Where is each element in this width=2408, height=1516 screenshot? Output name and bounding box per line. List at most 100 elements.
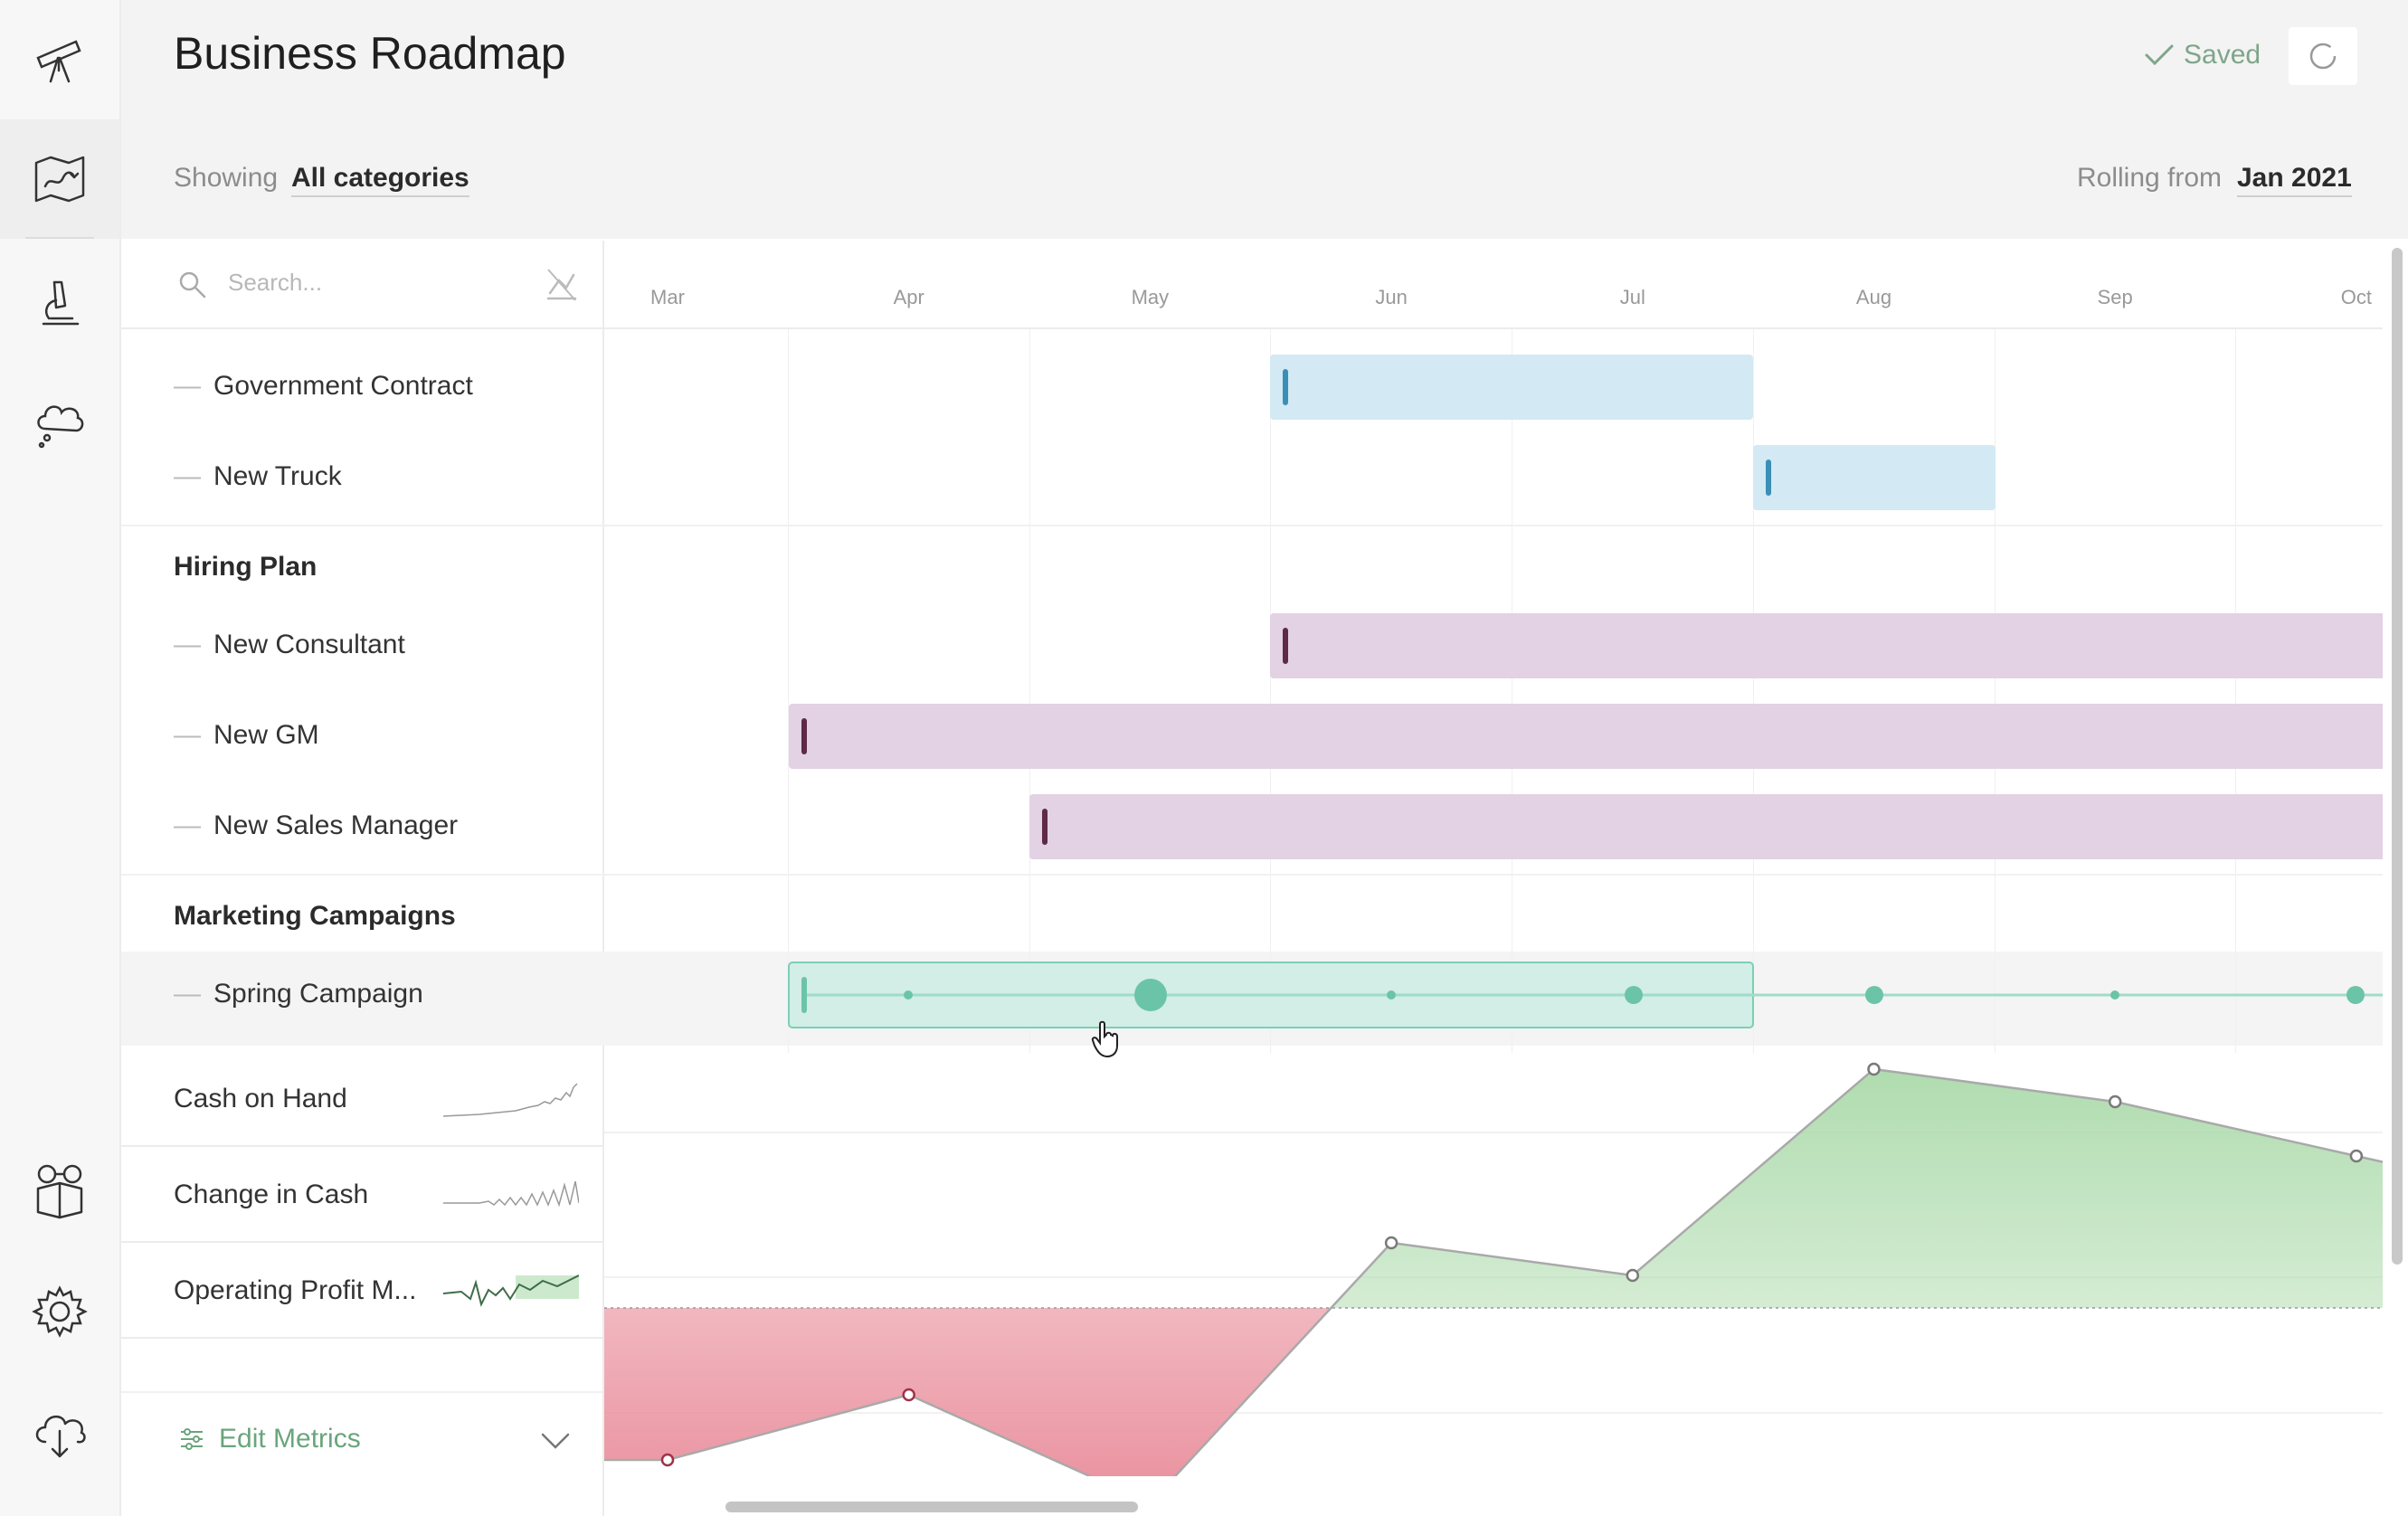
campaign-point[interactable]	[1625, 986, 1643, 1004]
month-label: Oct	[2340, 286, 2373, 308]
bar-handle[interactable]	[1283, 369, 1288, 405]
page-title: Business Roadmap	[174, 28, 566, 79]
data-point[interactable]	[1384, 1236, 1398, 1250]
metric-label: Operating Profit M...	[174, 1275, 417, 1305]
roadmap-map-icon[interactable]	[0, 119, 119, 239]
cloud-download-icon[interactable]	[0, 1373, 119, 1492]
dash-icon: —	[174, 371, 201, 401]
list-item[interactable]: — New Sales Manager	[174, 810, 458, 841]
timeline-bar-new-consultant[interactable]	[1270, 613, 2383, 678]
bar-handle[interactable]	[1042, 809, 1048, 845]
spring-campaign-track	[788, 962, 2383, 1028]
positive-area	[604, 1069, 2383, 1308]
month-label: Apr	[893, 286, 924, 308]
search-input[interactable]	[226, 268, 528, 298]
category-filter-dropdown[interactable]: All categories	[291, 163, 469, 197]
month-label: Sep	[2097, 286, 2133, 308]
search-icon	[179, 271, 206, 298]
month-label: Jun	[1375, 286, 1408, 308]
month-gridline	[1994, 329, 1996, 1053]
campaign-point[interactable]	[904, 990, 913, 1000]
bar-handle[interactable]	[801, 977, 807, 1013]
metric-row[interactable]: Operating Profit M...	[121, 1243, 602, 1339]
data-point[interactable]	[1626, 1268, 1640, 1283]
edit-metrics-button[interactable]: Edit Metrics	[177, 1424, 361, 1454]
metric-label: Cash on Hand	[174, 1084, 347, 1113]
campaign-point[interactable]	[1865, 986, 1883, 1004]
telescope-icon[interactable]	[0, 0, 119, 119]
list-item[interactable]: — New Consultant	[174, 630, 405, 660]
rail-divider	[25, 237, 94, 239]
list-item[interactable]: — New GM	[174, 720, 319, 751]
dash-icon: —	[174, 979, 201, 1009]
list-item[interactable]: — New Truck	[174, 461, 342, 492]
timeline-bar-government-contract[interactable]	[1270, 355, 1753, 420]
row-label: Government Contract	[213, 371, 473, 401]
filter-clear-icon[interactable]	[545, 266, 579, 302]
month-label: Aug	[1855, 286, 1892, 308]
chart-series-layer	[604, 1062, 2383, 1476]
dash-icon: —	[174, 461, 201, 491]
bar-handle[interactable]	[1766, 460, 1771, 496]
microscope-icon[interactable]	[0, 244, 119, 364]
glasses-book-icon[interactable]	[0, 1131, 119, 1250]
sync-button[interactable]	[2289, 27, 2357, 85]
data-point[interactable]	[2349, 1149, 2364, 1163]
campaign-point-selected[interactable]	[1134, 979, 1167, 1011]
row-label: New Consultant	[213, 630, 405, 659]
saved-status: Saved	[2144, 40, 2261, 71]
list-item-selected[interactable]: — Spring Campaign	[174, 979, 423, 1009]
row-divider	[121, 874, 2383, 876]
thought-cloud-icon[interactable]	[0, 362, 119, 481]
row-label: New Sales Manager	[213, 810, 459, 840]
month-label: May	[1131, 286, 1170, 308]
dash-icon: —	[174, 810, 201, 840]
vertical-scrollbar[interactable]	[2392, 248, 2403, 1265]
edit-metrics-label: Edit Metrics	[219, 1424, 361, 1454]
icon-rail	[0, 0, 121, 1516]
showing-label: Showing	[174, 163, 279, 193]
campaign-point[interactable]	[1387, 990, 1396, 1000]
gear-icon[interactable]	[0, 1252, 119, 1371]
timeline-month-header	[604, 241, 2383, 329]
bar-handle[interactable]	[801, 718, 807, 754]
search-row	[121, 241, 602, 329]
header-bar	[121, 0, 2408, 239]
timeline-bar-new-gm[interactable]	[789, 704, 2383, 769]
chevron-down-icon[interactable]	[539, 1429, 572, 1451]
sparkline-change-in-cash	[443, 1180, 579, 1208]
sparkline-operating-profit	[443, 1274, 579, 1307]
data-point[interactable]	[660, 1453, 675, 1467]
group-header[interactable]: Marketing Campaigns	[174, 901, 456, 931]
operating-profit-chart	[604, 1062, 2383, 1476]
saved-label: Saved	[2184, 40, 2261, 70]
horizontal-scrollbar[interactable]	[725, 1502, 1138, 1512]
metric-row[interactable]: Cash on Hand	[121, 1051, 602, 1147]
metric-label: Change in Cash	[174, 1180, 369, 1209]
data-point[interactable]	[902, 1388, 915, 1402]
series-line	[604, 1067, 2383, 1476]
group-header[interactable]: Hiring Plan	[174, 552, 318, 582]
sync-spinner-icon	[2309, 43, 2337, 70]
data-point[interactable]	[2108, 1094, 2122, 1109]
campaign-point[interactable]	[2110, 990, 2119, 1000]
month-gridline	[2235, 329, 2237, 1053]
hand-cursor-icon	[1091, 1020, 1118, 1058]
rolling-from-dropdown[interactable]: Jan 2021	[2237, 163, 2352, 197]
sparkline-cash-on-hand	[443, 1083, 578, 1117]
timeline-bar-new-truck[interactable]	[1753, 445, 1996, 510]
dash-icon: —	[174, 630, 201, 659]
month-label: Jul	[1619, 286, 1645, 308]
campaign-point[interactable]	[2346, 986, 2365, 1004]
check-icon	[2145, 44, 2174, 66]
metric-row[interactable]: Change in Cash	[121, 1147, 602, 1243]
month-gridline	[1752, 329, 1754, 1053]
sliders-icon	[181, 1428, 203, 1450]
data-point[interactable]	[1867, 1062, 1881, 1076]
list-item[interactable]: — Government Contract	[174, 371, 473, 402]
negative-area	[604, 1308, 2383, 1476]
bar-handle[interactable]	[1283, 628, 1288, 664]
dash-icon: —	[174, 720, 201, 750]
month-gridline	[1270, 329, 1272, 1053]
timeline-bar-new-sales-manager[interactable]	[1029, 794, 2383, 859]
